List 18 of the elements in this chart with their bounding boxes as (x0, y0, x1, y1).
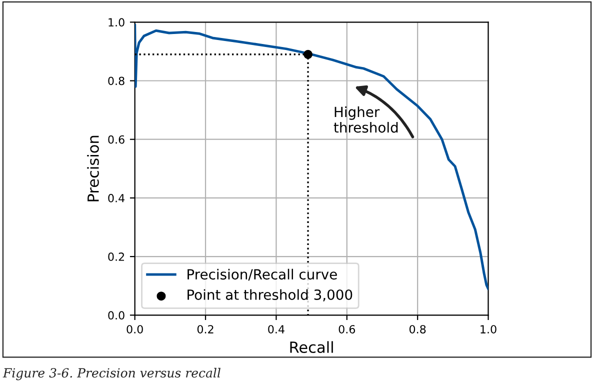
x-axis-title: Recall (290, 341, 333, 354)
y-tick-label: 1.0 (108, 18, 124, 27)
x-tick-label: 0.4 (268, 325, 284, 334)
x-tick-label: 0.6 (338, 325, 356, 334)
legend-label: Precision/Recall curve (188, 268, 337, 281)
y-tick-label: 0.6 (108, 135, 124, 144)
x-tick-label: 0.0 (126, 325, 143, 334)
annotation: Higher threshold (334, 106, 398, 133)
x-tick-label: 1.0 (480, 325, 496, 334)
y-tick-label: 0.8 (108, 76, 124, 86)
legend-label: Point at threshold 3,000 (188, 289, 352, 302)
x-tick-label: 0.8 (409, 325, 426, 334)
caption: Figure 3-6. Precision versus recall (2, 368, 220, 380)
y-tick-label: 0.2 (108, 252, 124, 261)
y-axis-title: Precision (87, 136, 99, 202)
x-tick-label: 0.2 (197, 325, 214, 334)
y-tick-label: 0.4 (108, 194, 124, 202)
y-tick-label: 0.0 (108, 311, 124, 320)
